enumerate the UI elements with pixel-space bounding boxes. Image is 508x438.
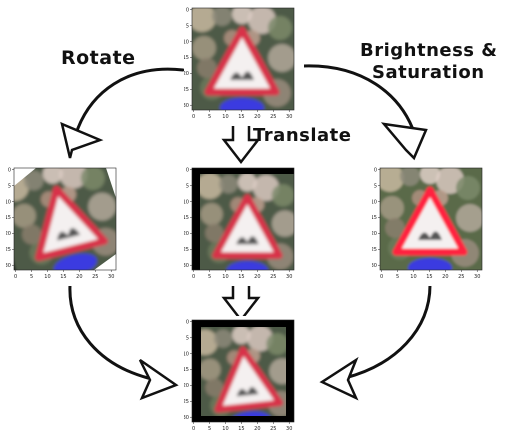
- panel-rotate: 0 5 10 15 20 25 30 0 5 10 15 20 25 30: [6, 164, 126, 286]
- x-tick-label: 15: [238, 426, 244, 432]
- y-tick-label: 5: [8, 183, 11, 189]
- panel-translate: 0 5 10 15 20 25 30 0 5 10 15 20 25 30: [184, 164, 304, 286]
- label-translate: Translate: [253, 125, 352, 146]
- y-tick-label: 15: [372, 215, 377, 221]
- x-tick-label: 25: [458, 274, 464, 280]
- x-tick-label: 10: [410, 274, 416, 280]
- x-tick-label: 30: [286, 114, 292, 120]
- arrow-curve-brightness-merge: [343, 283, 432, 380]
- label-brightness-line1: Brightness &: [360, 40, 498, 61]
- y-tick-label: 0: [374, 167, 377, 173]
- hollow-arrowhead-icon: [319, 356, 359, 401]
- x-tick-label: 0: [380, 274, 383, 280]
- y-tick-label: 5: [186, 335, 189, 341]
- y-tick-label: 10: [184, 199, 189, 205]
- x-tick-label: 25: [270, 114, 276, 120]
- x-tick-label: 5: [396, 274, 399, 280]
- x-tick-label: 0: [14, 274, 17, 280]
- y-tick-label: 10: [184, 39, 189, 45]
- y-tick-label: 20: [184, 231, 189, 237]
- y-tick-label: 20: [6, 231, 11, 237]
- y-tick-label: 5: [186, 183, 189, 189]
- y-tick-label: 20: [184, 71, 189, 77]
- y-tick-label: 5: [186, 23, 189, 29]
- arrow-curve-rotate-merge: [68, 283, 150, 380]
- x-tick-label: 20: [254, 274, 260, 280]
- label-brightness-saturation: Brightness & Saturation: [360, 40, 497, 84]
- hollow-arrowhead-icon: [60, 121, 104, 159]
- y-tick-label: 25: [372, 247, 377, 253]
- x-tick-label: 15: [238, 114, 244, 120]
- y-tick-label: 15: [184, 55, 189, 61]
- y-tick-label: 15: [6, 215, 11, 221]
- label-brightness-line2: Saturation: [372, 62, 485, 83]
- x-tick-label: 20: [254, 426, 260, 432]
- x-tick-label: 30: [474, 274, 480, 280]
- arrow-curve-rotate: [72, 67, 185, 142]
- arrow-curve-brightness: [301, 64, 418, 140]
- x-tick-label: 15: [426, 274, 432, 280]
- x-tick-label: 0: [192, 114, 195, 120]
- y-tick-label: 30: [372, 263, 377, 269]
- y-tick-label: 25: [184, 87, 189, 93]
- y-tick-label: 25: [184, 399, 189, 405]
- x-tick-label: 5: [208, 114, 211, 120]
- x-tick-label: 30: [286, 274, 292, 280]
- x-tick-label: 20: [254, 114, 260, 120]
- x-tick-label: 10: [44, 274, 50, 280]
- x-tick-label: 15: [60, 274, 66, 280]
- x-tick-label: 20: [76, 274, 82, 280]
- x-tick-label: 20: [442, 274, 448, 280]
- x-tick-label: 30: [286, 426, 292, 432]
- y-tick-label: 0: [186, 319, 189, 325]
- x-tick-label: 25: [270, 426, 276, 432]
- x-tick-label: 0: [192, 274, 195, 280]
- x-tick-label: 25: [270, 274, 276, 280]
- x-tick-label: 10: [222, 274, 228, 280]
- y-tick-label: 0: [8, 167, 11, 173]
- panel-original: 0 5 10 15 20 25 30 0 5 10 15 20 25 30: [184, 4, 304, 126]
- x-tick-label: 0: [192, 426, 195, 432]
- y-tick-label: 10: [6, 199, 11, 205]
- y-tick-label: 0: [186, 167, 189, 173]
- hollow-arrowhead-icon: [138, 358, 179, 401]
- y-tick-label: 25: [6, 247, 11, 253]
- y-tick-label: 20: [372, 231, 377, 237]
- x-tick-label: 15: [238, 274, 244, 280]
- x-tick-label: 5: [208, 274, 211, 280]
- y-tick-label: 25: [184, 247, 189, 253]
- x-tick-label: 30: [108, 274, 114, 280]
- y-tick-label: 20: [184, 383, 189, 389]
- y-tick-label: 15: [184, 215, 189, 221]
- y-tick-label: 10: [372, 199, 377, 205]
- y-tick-label: 30: [184, 103, 189, 109]
- y-tick-label: 0: [186, 7, 189, 13]
- x-tick-label: 10: [222, 114, 228, 120]
- y-tick-label: 10: [184, 351, 189, 357]
- y-tick-label: 30: [6, 263, 11, 269]
- x-tick-label: 10: [222, 426, 228, 432]
- hollow-arrowhead-icon: [380, 122, 428, 161]
- x-tick-label: 25: [92, 274, 98, 280]
- y-tick-label: 30: [184, 415, 189, 421]
- y-tick-label: 30: [184, 263, 189, 269]
- y-tick-label: 5: [374, 183, 377, 189]
- panel-brightness: 0 5 10 15 20 25 30 0 5 10 15 20 25 30: [372, 164, 492, 286]
- y-tick-label: 15: [184, 367, 189, 373]
- label-rotate: Rotate: [61, 47, 136, 69]
- panel-merged: 0 5 10 15 20 25 30 0 5 10 15 20 25 30: [184, 316, 304, 438]
- x-tick-label: 5: [208, 426, 211, 432]
- x-tick-label: 5: [30, 274, 33, 280]
